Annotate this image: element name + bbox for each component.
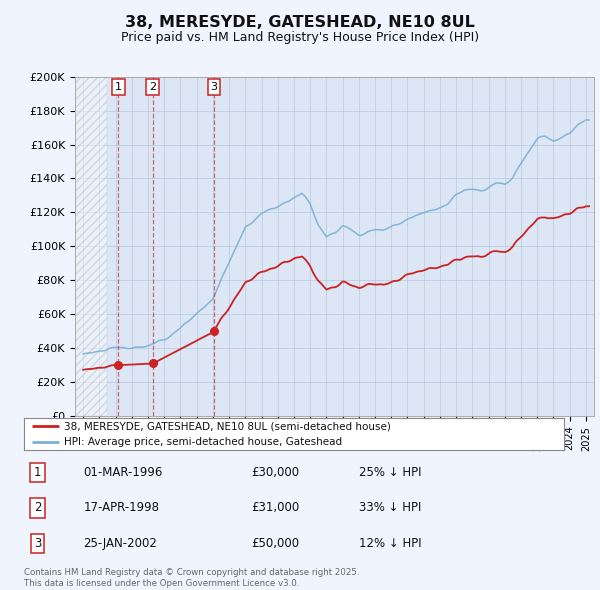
Text: Contains HM Land Registry data © Crown copyright and database right 2025.
This d: Contains HM Land Registry data © Crown c…: [24, 568, 359, 588]
Text: 12% ↓ HPI: 12% ↓ HPI: [359, 537, 421, 550]
Text: 25-JAN-2002: 25-JAN-2002: [83, 537, 157, 550]
Text: £50,000: £50,000: [251, 537, 299, 550]
Text: 25% ↓ HPI: 25% ↓ HPI: [359, 466, 421, 479]
Text: 01-MAR-1996: 01-MAR-1996: [83, 466, 163, 479]
Text: 1: 1: [115, 82, 122, 92]
Text: 1: 1: [34, 466, 41, 479]
Bar: [75, 77, 107, 416]
Text: 3: 3: [211, 82, 217, 92]
Text: 38, MERESYDE, GATESHEAD, NE10 8UL: 38, MERESYDE, GATESHEAD, NE10 8UL: [125, 15, 475, 30]
Text: £30,000: £30,000: [251, 466, 299, 479]
Text: £31,000: £31,000: [251, 502, 299, 514]
Text: 2: 2: [149, 82, 156, 92]
Text: HPI: Average price, semi-detached house, Gateshead: HPI: Average price, semi-detached house,…: [65, 437, 343, 447]
Text: 3: 3: [34, 537, 41, 550]
Text: Price paid vs. HM Land Registry's House Price Index (HPI): Price paid vs. HM Land Registry's House …: [121, 31, 479, 44]
Text: 2: 2: [34, 502, 41, 514]
Text: 33% ↓ HPI: 33% ↓ HPI: [359, 502, 421, 514]
Text: 17-APR-1998: 17-APR-1998: [83, 502, 160, 514]
Text: 38, MERESYDE, GATESHEAD, NE10 8UL (semi-detached house): 38, MERESYDE, GATESHEAD, NE10 8UL (semi-…: [65, 421, 391, 431]
